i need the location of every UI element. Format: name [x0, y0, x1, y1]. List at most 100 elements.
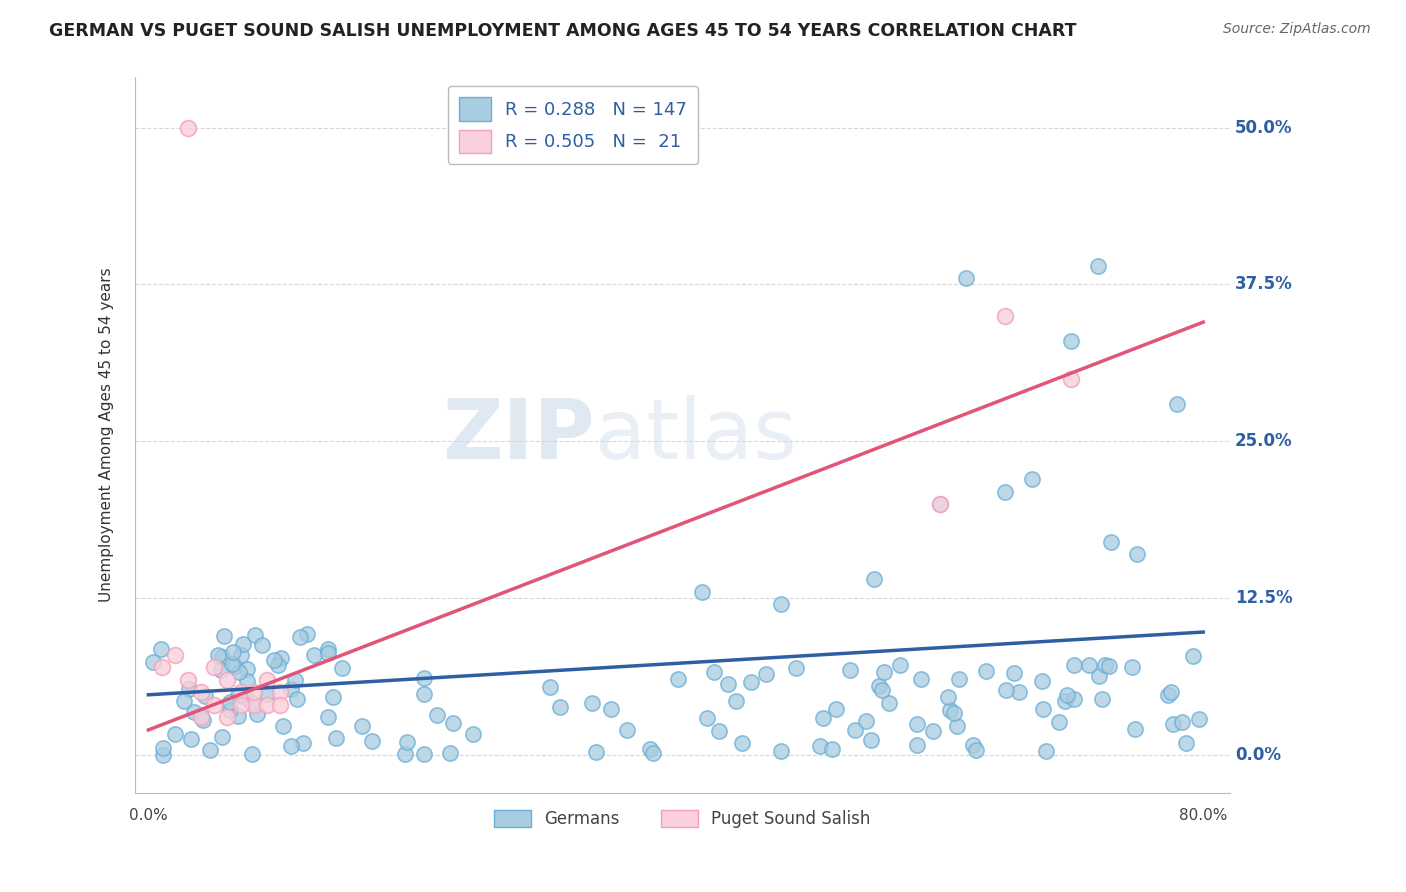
Point — [413, 687, 436, 701]
Point — [862, 572, 884, 586]
Point — [190, 685, 212, 699]
Point — [600, 702, 623, 716]
Point — [928, 497, 950, 511]
Point — [173, 694, 195, 708]
Point — [412, 671, 434, 685]
Point — [256, 673, 278, 687]
Point — [200, 743, 222, 757]
Point — [813, 711, 835, 725]
Point — [217, 673, 239, 687]
Point — [922, 723, 945, 738]
Point — [1091, 692, 1114, 706]
Point — [666, 672, 689, 686]
Point — [256, 698, 278, 712]
Point — [755, 666, 778, 681]
Point — [1171, 715, 1194, 730]
Point — [910, 673, 932, 687]
Point — [730, 736, 752, 750]
Point — [243, 628, 266, 642]
Point — [232, 637, 254, 651]
Point — [948, 673, 970, 687]
Point — [316, 710, 339, 724]
Point — [581, 696, 603, 710]
Point — [177, 120, 200, 135]
Point — [1087, 259, 1109, 273]
Point — [725, 694, 748, 708]
Point — [183, 705, 205, 719]
Point — [297, 627, 319, 641]
Point — [1094, 658, 1116, 673]
Point — [585, 745, 607, 759]
Point — [360, 733, 382, 747]
Point — [995, 683, 1018, 698]
Point — [180, 731, 202, 746]
Point — [1021, 472, 1043, 486]
Point — [202, 698, 225, 712]
Point — [939, 703, 962, 717]
Point — [640, 742, 662, 756]
Text: 50.0%: 50.0% — [1234, 119, 1292, 136]
Point — [211, 650, 233, 665]
Point — [696, 710, 718, 724]
Point — [889, 658, 911, 673]
Point — [302, 648, 325, 662]
Point — [226, 689, 249, 703]
Point — [838, 663, 860, 677]
Point — [224, 659, 246, 673]
Point — [152, 741, 174, 756]
Point — [229, 685, 252, 699]
Point — [905, 738, 928, 752]
Point — [269, 685, 291, 699]
Point — [905, 717, 928, 731]
Point — [962, 738, 984, 752]
Point — [703, 665, 725, 680]
Point — [955, 271, 977, 285]
Point — [202, 660, 225, 674]
Point — [142, 655, 165, 669]
Legend: Germans, Puget Sound Salish: Germans, Puget Sound Salish — [488, 803, 877, 834]
Text: 12.5%: 12.5% — [1234, 590, 1292, 607]
Point — [190, 709, 212, 723]
Point — [538, 680, 561, 694]
Text: ZIP: ZIP — [443, 394, 595, 475]
Point — [211, 730, 233, 744]
Point — [291, 736, 314, 750]
Y-axis label: Unemployment Among Ages 45 to 54 years: Unemployment Among Ages 45 to 54 years — [100, 268, 114, 602]
Point — [1056, 688, 1078, 702]
Point — [821, 742, 844, 756]
Point — [394, 747, 416, 762]
Point — [707, 724, 730, 739]
Point — [207, 648, 229, 662]
Point — [267, 658, 290, 673]
Text: GERMAN VS PUGET SOUND SALISH UNEMPLOYMENT AMONG AGES 45 TO 54 YEARS CORRELATION : GERMAN VS PUGET SOUND SALISH UNEMPLOYMEN… — [49, 22, 1077, 40]
Point — [1049, 715, 1071, 730]
Point — [219, 703, 242, 717]
Point — [1032, 702, 1054, 716]
Point — [769, 744, 792, 758]
Point — [177, 682, 200, 697]
Point — [1088, 669, 1111, 683]
Point — [1188, 712, 1211, 726]
Point — [855, 714, 877, 728]
Point — [413, 747, 436, 761]
Point — [325, 731, 347, 745]
Point — [236, 662, 259, 676]
Point — [190, 710, 212, 724]
Point — [928, 497, 950, 511]
Point — [717, 677, 740, 691]
Point — [870, 683, 893, 698]
Point — [269, 698, 291, 712]
Point — [1160, 685, 1182, 699]
Point — [641, 746, 664, 760]
Point — [226, 709, 249, 723]
Point — [1008, 685, 1031, 699]
Point — [284, 673, 307, 687]
Point — [770, 598, 793, 612]
Point — [290, 630, 312, 644]
Point — [330, 660, 353, 674]
Point — [152, 747, 174, 762]
Text: 0.0%: 0.0% — [1234, 746, 1281, 764]
Point — [426, 707, 449, 722]
Point — [844, 723, 866, 738]
Point — [316, 646, 339, 660]
